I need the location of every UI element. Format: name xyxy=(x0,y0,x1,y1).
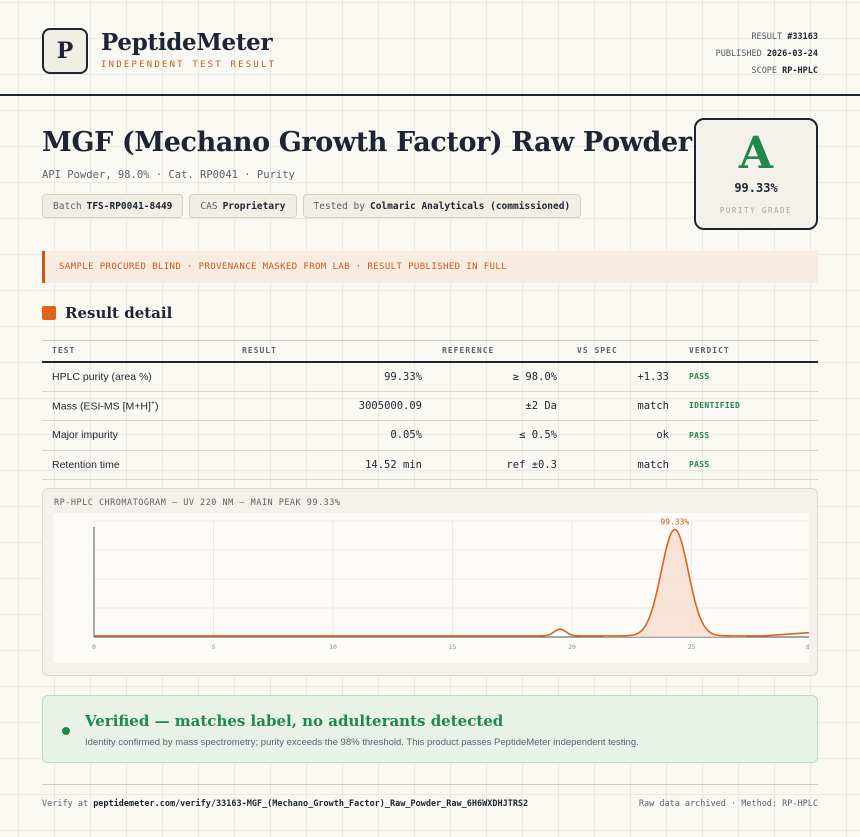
verify-prefix: Verify at xyxy=(42,799,89,809)
verified-panel: Verified — matches label, no adulterants… xyxy=(42,695,818,763)
peak-label: 99.33% xyxy=(660,517,689,526)
cell-test: Retention time xyxy=(42,450,232,480)
col-reference: REFERENCE xyxy=(432,340,567,363)
peak-area xyxy=(603,529,747,637)
results-table: TEST RESULT REFERENCE VS SPEC VERDICT HP… xyxy=(42,340,818,480)
cell-vs-spec: +1.33 xyxy=(567,361,679,392)
published-value: 2026-03-24 xyxy=(766,49,818,59)
x-tick-label: 30 xyxy=(807,643,809,651)
cell-verdict: IDENTIFIED xyxy=(679,391,818,421)
tested-by-label: Tested by xyxy=(313,200,365,212)
x-tick-label: 20 xyxy=(568,643,576,651)
x-tick-label: 0 xyxy=(92,643,96,651)
col-test: TEST xyxy=(42,340,232,363)
section-title: Result detail xyxy=(65,304,173,322)
page-footer: Verify at peptidemeter.com/verify/33163-… xyxy=(42,784,818,809)
verified-title: Verified — matches label, no adulterants… xyxy=(85,712,504,730)
verified-dot-icon xyxy=(62,727,70,735)
grade-label: PURITY GRADE xyxy=(719,206,793,215)
cell-test: Mass (ESI-MS [M+H]+) xyxy=(42,391,232,421)
cell-test: HPLC purity (area %) xyxy=(42,361,232,392)
brand-name: PeptideMeter xyxy=(101,29,273,56)
cell-test-sup: + xyxy=(150,399,155,407)
chromatogram-card: RP-HPLC CHROMATOGRAM — UV 220 NM — MAIN … xyxy=(42,488,818,676)
series-line xyxy=(94,528,809,637)
col-vs-spec: VS SPEC xyxy=(567,340,679,363)
cell-verdict: PASS xyxy=(679,361,818,392)
product-title: MGF (Mechano Growth Factor) Raw Powder xyxy=(42,127,692,158)
cell-reference: ±2 Da xyxy=(432,391,567,421)
cell-result: 14.52 min xyxy=(232,450,432,480)
col-result: RESULT xyxy=(232,340,432,363)
cas-chip: CAS Proprietary xyxy=(189,194,297,218)
section-marker-icon xyxy=(42,306,56,320)
result-id-row: RESULT #33163 xyxy=(716,29,818,46)
cell-reference: ≥ 98.0% xyxy=(432,361,567,392)
cell-verdict: PASS xyxy=(679,420,818,451)
product-subtitle: API Powder, 98.0% · Cat. RP0041 · Purity xyxy=(42,169,295,181)
table-row: Retention time 14.52 min ref ±0.3 match … xyxy=(42,450,818,480)
tested-by-value: Colmaric Analyticals (commissioned) xyxy=(369,200,571,212)
batch-chip: Batch TFS-RP0041-8449 xyxy=(42,194,184,218)
cell-result: 3005000.09 xyxy=(232,391,432,421)
page-header: P PeptideMeter INDEPENDENT TEST RESULT R… xyxy=(0,0,860,96)
verify-link[interactable]: peptidemeter.com/verify/33163-MGF_(Mecha… xyxy=(93,799,529,809)
cell-vs-spec: match xyxy=(567,391,679,421)
x-tick-label: 5 xyxy=(212,643,216,651)
tested-by-chip: Tested by Colmaric Analyticals (commissio… xyxy=(302,194,582,218)
cas-value: Proprietary xyxy=(222,200,286,212)
batch-label: Batch xyxy=(53,200,82,212)
cell-verdict: PASS xyxy=(679,450,818,480)
grade-letter: A xyxy=(738,128,774,179)
result-id-label: RESULT xyxy=(751,32,783,42)
batch-value: TFS-RP0041-8449 xyxy=(86,200,173,212)
brand-logo: P xyxy=(42,28,88,74)
cell-test-text: Mass (ESI-MS [M+H] xyxy=(52,400,151,412)
x-unit-label: min xyxy=(806,643,809,651)
archive-note: Raw data archived · Method: RP-HPLC xyxy=(638,799,818,809)
verified-description: Identity confirmed by mass spectrometry;… xyxy=(85,737,639,748)
cell-vs-spec: match xyxy=(567,450,679,480)
scope-row: SCOPE RP-HPLC xyxy=(716,63,818,80)
cell-test: Major impurity xyxy=(42,420,232,451)
published-label: PUBLISHED xyxy=(715,49,762,59)
verify-line: Verify at peptidemeter.com/verify/33163-… xyxy=(42,799,528,809)
logo-letter: P xyxy=(56,38,74,64)
col-verdict: VERDICT xyxy=(679,340,818,363)
x-tick-label: 10 xyxy=(329,643,337,651)
cas-label: CAS xyxy=(200,200,218,212)
cell-reference: ≤ 0.5% xyxy=(432,420,567,451)
purity-grade-card: A 99.33% PURITY GRADE xyxy=(694,118,818,230)
x-tick-label: 25 xyxy=(688,643,696,651)
cell-reference: ref ±0.3 xyxy=(432,450,567,480)
table-header-row: TEST RESULT REFERENCE VS SPEC VERDICT xyxy=(42,340,818,363)
chromatogram-chart: 99.33% 0 5 10 15 20 25 30min xyxy=(92,517,809,651)
cell-result: 99.33% xyxy=(232,361,432,392)
table-row: Major impurity 0.05% ≤ 0.5% ok PASS xyxy=(42,420,818,451)
result-id-value: #33163 xyxy=(787,32,818,42)
chart-plot-area: 99.33% 0 5 10 15 20 25 30min xyxy=(53,513,809,663)
scope-label: SCOPE xyxy=(751,66,778,76)
brand-tagline: INDEPENDENT TEST RESULT xyxy=(101,60,277,70)
table-row: Mass (ESI-MS [M+H]+) 3005000.09 ±2 Da ma… xyxy=(42,391,818,421)
result-meta: RESULT #33163 PUBLISHED 2026-03-24 SCOPE… xyxy=(716,29,818,80)
cell-test-end: ) xyxy=(154,400,159,412)
grade-percent: 99.33% xyxy=(734,181,778,195)
scope-value: RP-HPLC xyxy=(782,66,818,76)
table-row: HPLC purity (area %) 99.33% ≥ 98.0% +1.3… xyxy=(42,361,818,392)
provenance-banner: SAMPLE PROCURED BLIND · PROVENANCE MASKE… xyxy=(42,251,818,283)
cell-vs-spec: ok xyxy=(567,420,679,451)
chart-title: RP-HPLC CHROMATOGRAM — UV 220 NM — MAIN … xyxy=(54,498,341,508)
product-chips: Batch TFS-RP0041-8449 CAS Proprietary Test… xyxy=(42,194,582,218)
cell-result: 0.05% xyxy=(232,420,432,451)
x-tick-label: 15 xyxy=(449,643,457,651)
published-row: PUBLISHED 2026-03-24 xyxy=(716,46,818,63)
